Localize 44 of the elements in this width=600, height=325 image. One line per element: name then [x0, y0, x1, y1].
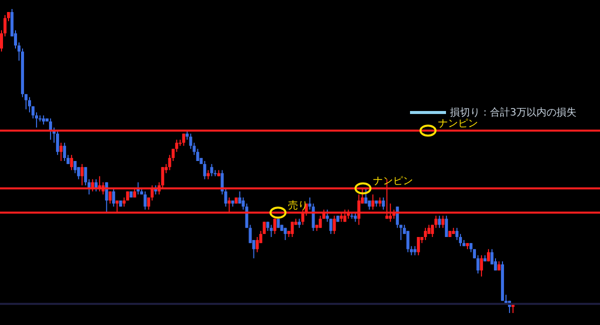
candlestick [441, 215, 444, 228]
candlestick [108, 190, 112, 204]
candlestick [210, 164, 214, 177]
candlestick [318, 215, 322, 228]
candlestick [497, 260, 500, 271]
candlestick [70, 154, 74, 171]
candlestick [182, 133, 186, 146]
candlestick [273, 218, 276, 234]
candlestick [396, 206, 399, 228]
annotation: 損切り：合計3万以内の損失 [450, 106, 576, 119]
candlestick [206, 170, 210, 180]
candlestick [406, 230, 410, 253]
candlestick [112, 188, 116, 208]
candlestick [378, 196, 382, 208]
candlestick [413, 246, 416, 256]
candlestick [203, 160, 206, 180]
candlestick [332, 215, 336, 234]
candlestick [298, 218, 301, 228]
candlestick [290, 221, 294, 238]
candlestick [399, 224, 402, 241]
annotation: ナンピン [438, 118, 478, 130]
candlestick [74, 160, 77, 174]
candlestick [256, 236, 259, 253]
candlestick [56, 130, 60, 156]
candlestick [368, 200, 371, 210]
candlestick [144, 190, 147, 210]
candlestick [28, 96, 32, 113]
candlestick [262, 221, 266, 234]
candlestick [270, 224, 273, 238]
candlestick [80, 164, 84, 186]
candlestick [480, 254, 483, 278]
candlestick [416, 236, 420, 256]
candlestick [354, 212, 357, 222]
candlestick [371, 194, 374, 210]
candlestick [364, 188, 368, 204]
candlestick [444, 215, 448, 238]
candlestick [60, 142, 63, 162]
candlestick [284, 227, 287, 241]
candlestick [438, 215, 441, 228]
candlestick [486, 248, 490, 262]
candlestick [63, 142, 66, 162]
candlestick [382, 196, 385, 210]
candlestick [42, 114, 46, 126]
candlestick [424, 227, 427, 241]
